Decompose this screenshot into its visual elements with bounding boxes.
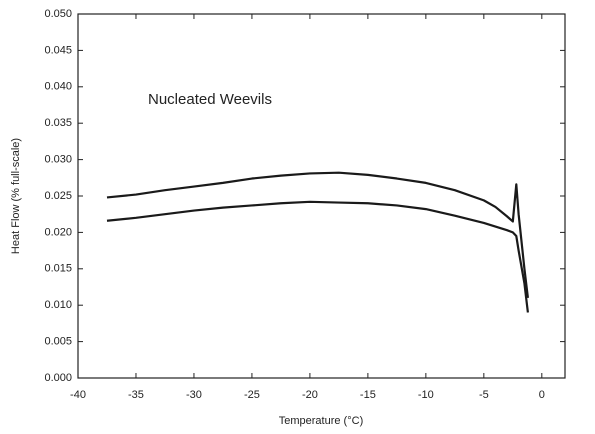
data-line bbox=[106, 171, 529, 299]
x-tick-label: -10 bbox=[418, 389, 434, 401]
x-tick-label: -20 bbox=[302, 389, 318, 401]
y-tick-label: 0.050 bbox=[44, 8, 72, 20]
x-tick-label: -30 bbox=[186, 389, 202, 401]
data-line bbox=[106, 200, 529, 313]
plot-frame bbox=[77, 13, 566, 379]
y-tick-label: 0.035 bbox=[44, 117, 72, 129]
y-tick-label: 0.015 bbox=[44, 263, 72, 275]
y-tick-label: 0.000 bbox=[44, 372, 72, 384]
x-tick-label: -25 bbox=[244, 389, 260, 401]
y-tick-label: 0.025 bbox=[44, 190, 72, 202]
y-tick-label: 0.020 bbox=[44, 226, 72, 238]
y-tick-label: 0.005 bbox=[44, 336, 72, 348]
annotation: Nucleated Weevils bbox=[148, 91, 272, 108]
y-axis-label: Heat Flow (% full-scale) bbox=[10, 138, 22, 254]
y-tick-label: 0.040 bbox=[44, 81, 72, 93]
y-tick-label: 0.030 bbox=[44, 154, 72, 166]
x-tick-label: -15 bbox=[360, 389, 376, 401]
x-tick-label: -5 bbox=[479, 389, 489, 401]
y-tick-label: 0.045 bbox=[44, 44, 72, 56]
x-axis-label: Temperature (°C) bbox=[279, 415, 363, 427]
x-tick-label: 0 bbox=[539, 389, 545, 401]
x-tick-label: -40 bbox=[70, 389, 86, 401]
x-tick-label: -35 bbox=[128, 389, 144, 401]
y-tick-label: 0.010 bbox=[44, 299, 72, 311]
